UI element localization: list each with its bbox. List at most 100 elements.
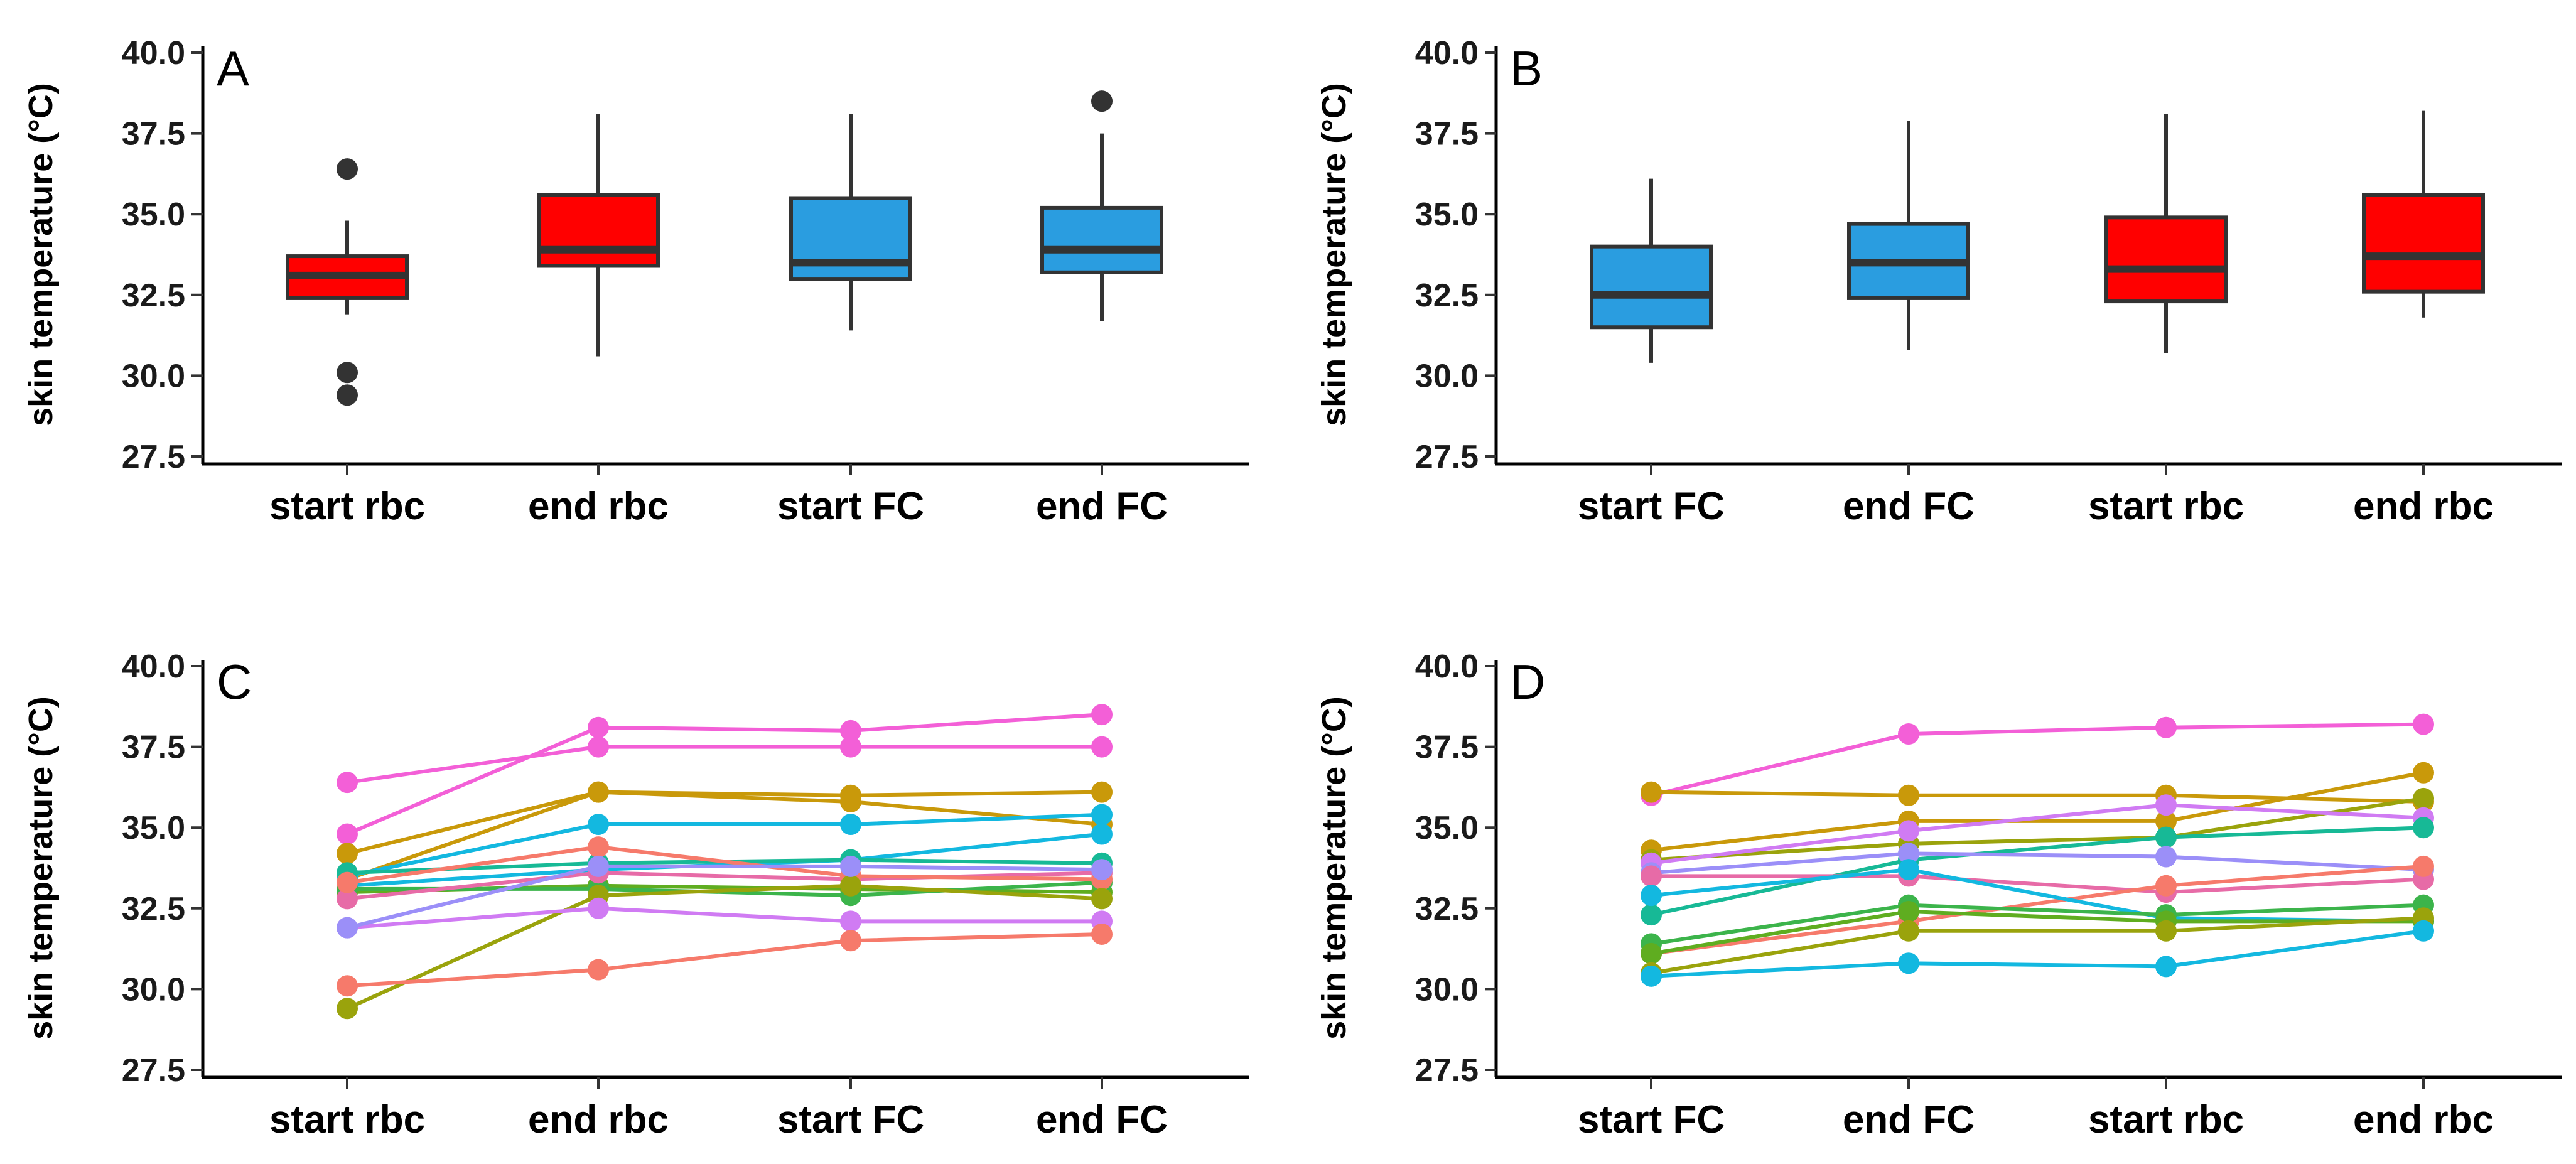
- y-tick-label: 35.0: [1415, 810, 1479, 846]
- data-point: [337, 888, 358, 910]
- y-tick-label: 40.0: [1415, 649, 1479, 685]
- data-point: [2413, 713, 2434, 735]
- panel-label: A: [217, 41, 249, 96]
- x-tick-label: start rbc: [269, 485, 425, 528]
- data-point: [840, 736, 861, 758]
- y-tick-label: 27.5: [122, 439, 185, 475]
- data-point: [2413, 855, 2434, 877]
- outlier-point: [1091, 90, 1113, 112]
- y-tick-label: 37.5: [1415, 730, 1479, 766]
- data-point: [1091, 823, 1113, 845]
- data-point: [588, 716, 609, 738]
- panel-label: B: [1510, 41, 1543, 96]
- data-point: [840, 930, 861, 952]
- data-point: [337, 975, 358, 997]
- x-tick-label: end FC: [1843, 485, 1975, 528]
- y-tick-label: 30.0: [1415, 971, 1479, 1008]
- data-point: [1898, 843, 1919, 865]
- panel-d: 27.5 30.0 32.5 35.0 37.5 40.0 skin temperature…: [1315, 649, 2562, 1141]
- series-2: [337, 736, 1113, 794]
- data-point: [1898, 784, 1919, 806]
- data-point: [588, 736, 609, 758]
- y-tick-label: 32.5: [122, 891, 185, 927]
- box-4: [1040, 90, 1163, 321]
- data-point: [1641, 885, 1662, 907]
- data-point: [840, 814, 861, 836]
- x-tick-label: end rbc: [2353, 1098, 2494, 1141]
- x-tick-label: start FC: [1578, 485, 1725, 528]
- data-point: [2155, 920, 2177, 942]
- x-tick-label: end rbc: [528, 1098, 669, 1141]
- series-12: [337, 875, 1113, 1020]
- box-body: [1040, 205, 1163, 274]
- data-point: [2413, 787, 2434, 809]
- data-point: [1898, 900, 1919, 922]
- data-point: [1641, 942, 1662, 964]
- y-tick-label: 37.5: [122, 116, 185, 153]
- x-tick-label: start rbc: [2088, 1098, 2244, 1141]
- y-tick-label: 30.0: [122, 971, 185, 1008]
- data-point: [337, 917, 358, 939]
- data-point: [337, 772, 358, 794]
- data-point: [840, 855, 861, 877]
- y-tick-label: 27.5: [1415, 439, 1479, 475]
- outlier-point: [337, 384, 358, 406]
- x-tick-label: end rbc: [2353, 485, 2494, 528]
- data-point: [337, 871, 358, 893]
- data-point: [1898, 723, 1919, 745]
- series-line: [1651, 770, 2424, 853]
- y-axis-label: skin temperature (°C): [1315, 83, 1353, 426]
- data-point: [337, 823, 358, 845]
- panel-c: 27.5 30.0 32.5 35.0 37.5 40.0 skin temperature…: [22, 649, 1249, 1141]
- y-axis-label: skin temperature (°C): [22, 83, 60, 426]
- box-1: [286, 158, 409, 406]
- y-tick-label: 35.0: [122, 810, 185, 846]
- data-point: [2413, 762, 2434, 784]
- panel-a: 27.5 30.0 32.5 35.0 37.5 40.0 skin temperature…: [22, 35, 1249, 528]
- series-15: [337, 923, 1113, 997]
- data-point: [588, 897, 609, 919]
- series-14: [1641, 920, 2434, 987]
- series-line: [1651, 874, 2424, 895]
- series-line: [1651, 903, 2424, 946]
- data-point: [1898, 920, 1919, 942]
- series-line: [347, 845, 1102, 885]
- box-body: [2104, 215, 2228, 304]
- data-point: [1091, 888, 1113, 910]
- data-point: [2155, 826, 2177, 848]
- series-line: [1651, 909, 2423, 956]
- box-4: [2362, 110, 2485, 318]
- data-point: [588, 836, 609, 858]
- data-point: [2155, 810, 2177, 832]
- series-12: [1641, 900, 2434, 964]
- data-point: [1091, 736, 1113, 758]
- x-tick-label: end FC: [1843, 1098, 1975, 1141]
- x-tick-label: start FC: [1578, 1098, 1725, 1141]
- series-line: [1651, 722, 2424, 797]
- data-point: [2155, 956, 2177, 978]
- series-line: [347, 812, 1102, 878]
- box-body: [2362, 193, 2485, 294]
- data-point: [588, 781, 609, 803]
- box-body: [789, 196, 912, 281]
- data-point: [2155, 794, 2177, 816]
- data-point: [1091, 804, 1113, 826]
- y-axis-label: skin temperature (°C): [1315, 696, 1353, 1040]
- data-point: [840, 910, 861, 932]
- y-tick-label: 35.0: [1415, 197, 1479, 233]
- data-point: [1091, 923, 1113, 945]
- data-point: [2155, 716, 2177, 738]
- series-14: [337, 855, 1113, 939]
- data-point: [588, 959, 609, 981]
- panel-label: C: [217, 654, 252, 709]
- data-point: [840, 719, 861, 741]
- box-2: [1847, 121, 1970, 350]
- series-line: [1651, 916, 2424, 975]
- series-line: [347, 864, 1102, 930]
- y-tick-label: 30.0: [122, 358, 185, 394]
- series-line: [1651, 864, 2424, 956]
- data-point: [1091, 781, 1113, 803]
- series-line: [347, 790, 1102, 881]
- data-point: [588, 855, 609, 877]
